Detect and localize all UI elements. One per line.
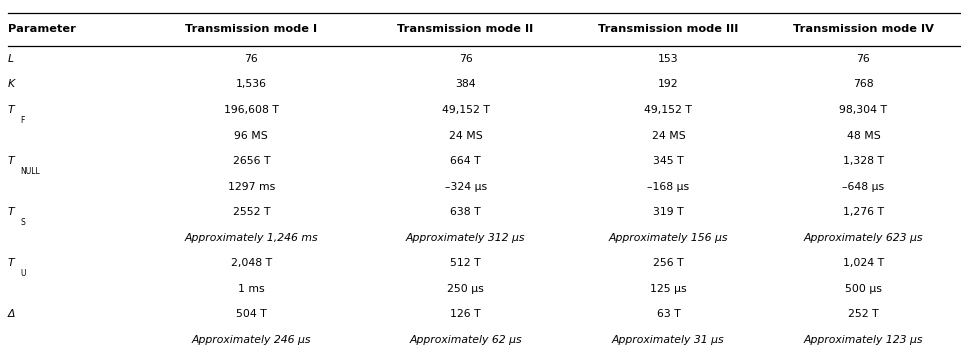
Text: 96 MS: 96 MS	[234, 131, 268, 140]
Text: F: F	[20, 116, 25, 125]
Text: –324 μs: –324 μs	[445, 182, 486, 192]
Text: 76: 76	[244, 54, 259, 64]
Text: Approximately 156 μs: Approximately 156 μs	[608, 233, 728, 243]
Text: 638 T: 638 T	[451, 207, 480, 217]
Text: 48 MS: 48 MS	[847, 131, 880, 140]
Text: Approximately 246 μs: Approximately 246 μs	[191, 335, 311, 345]
Text: 49,152 T: 49,152 T	[645, 105, 692, 115]
Text: Transmission mode II: Transmission mode II	[398, 24, 533, 34]
Text: 768: 768	[853, 80, 874, 89]
Text: Transmission mode IV: Transmission mode IV	[793, 24, 934, 34]
Text: S: S	[20, 218, 25, 227]
Text: 24 MS: 24 MS	[449, 131, 482, 140]
Text: 1297 ms: 1297 ms	[228, 182, 275, 192]
Text: 1,536: 1,536	[235, 80, 267, 89]
Text: Approximately 312 μs: Approximately 312 μs	[406, 233, 526, 243]
Text: Approximately 123 μs: Approximately 123 μs	[803, 335, 924, 345]
Text: 126 T: 126 T	[451, 310, 480, 319]
Text: 76: 76	[856, 54, 871, 64]
Text: T: T	[8, 156, 14, 166]
Text: 319 T: 319 T	[653, 207, 683, 217]
Text: 192: 192	[658, 80, 678, 89]
Text: 2656 T: 2656 T	[233, 156, 270, 166]
Text: Δ: Δ	[8, 310, 15, 319]
Text: –168 μs: –168 μs	[648, 182, 689, 192]
Text: Approximately 1,246 ms: Approximately 1,246 ms	[185, 233, 318, 243]
Text: 256 T: 256 T	[653, 258, 683, 268]
Text: L: L	[8, 54, 13, 64]
Text: 24 MS: 24 MS	[652, 131, 685, 140]
Text: 98,304 T: 98,304 T	[840, 105, 887, 115]
Text: 2552 T: 2552 T	[233, 207, 270, 217]
Text: 250 μs: 250 μs	[447, 284, 484, 294]
Text: NULL: NULL	[20, 167, 40, 176]
Text: 1,024 T: 1,024 T	[843, 258, 884, 268]
Text: 500 μs: 500 μs	[845, 284, 882, 294]
Text: –648 μs: –648 μs	[843, 182, 884, 192]
Text: Transmission mode III: Transmission mode III	[598, 24, 739, 34]
Text: Approximately 31 μs: Approximately 31 μs	[612, 335, 725, 345]
Text: 345 T: 345 T	[653, 156, 683, 166]
Text: Approximately 62 μs: Approximately 62 μs	[409, 335, 522, 345]
Text: Transmission mode I: Transmission mode I	[185, 24, 317, 34]
Text: 1,276 T: 1,276 T	[843, 207, 884, 217]
Text: K: K	[8, 80, 14, 89]
Text: Parameter: Parameter	[8, 24, 76, 34]
Text: 63 T: 63 T	[656, 310, 680, 319]
Text: 1 ms: 1 ms	[238, 284, 264, 294]
Text: 49,152 T: 49,152 T	[442, 105, 489, 115]
Text: 512 T: 512 T	[451, 258, 480, 268]
Text: T: T	[8, 105, 14, 115]
Text: U: U	[20, 269, 26, 278]
Text: 1,328 T: 1,328 T	[843, 156, 884, 166]
Text: 504 T: 504 T	[236, 310, 266, 319]
Text: T: T	[8, 207, 14, 217]
Text: 153: 153	[658, 54, 678, 64]
Text: 2,048 T: 2,048 T	[231, 258, 272, 268]
Text: 76: 76	[458, 54, 473, 64]
Text: 196,608 T: 196,608 T	[224, 105, 279, 115]
Text: 384: 384	[456, 80, 476, 89]
Text: 252 T: 252 T	[849, 310, 878, 319]
Text: 664 T: 664 T	[451, 156, 480, 166]
Text: Approximately 623 μs: Approximately 623 μs	[803, 233, 924, 243]
Text: T: T	[8, 258, 14, 268]
Text: 125 μs: 125 μs	[650, 284, 687, 294]
